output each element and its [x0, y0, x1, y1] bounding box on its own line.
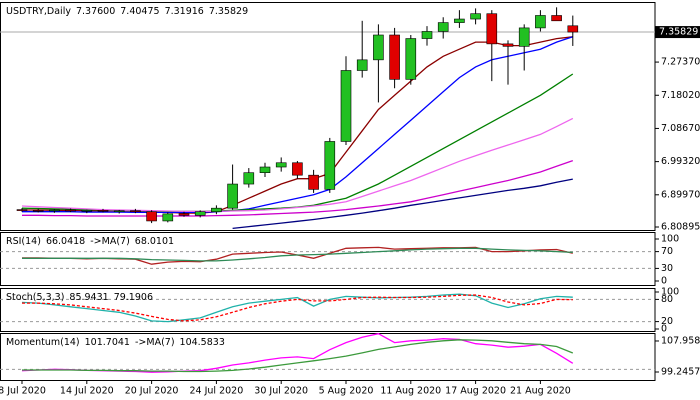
y-tick-label: 7.27370	[661, 57, 700, 68]
candle-body	[32, 210, 44, 212]
indicator-line	[232, 178, 573, 230]
y-tick-label: 6.99320	[661, 156, 700, 167]
header-item: 68.0101	[135, 236, 174, 247]
panel-header: Stoch(5,3,3) 85.9431 79.1906	[6, 292, 153, 303]
panel-frame	[0, 288, 656, 332]
candle-body	[405, 38, 417, 80]
candle-body	[437, 22, 449, 32]
candle-body	[518, 27, 530, 47]
candle-body	[551, 15, 562, 22]
last-price-label: 7.35829	[659, 27, 698, 38]
y-tick-label: 100	[661, 234, 679, 245]
indicator-line	[22, 294, 573, 322]
candle-body	[486, 13, 498, 45]
x-tick-label: 17 Aug 2020	[445, 386, 506, 397]
x-tick-label: 21 Aug 2020	[510, 386, 571, 397]
indicator-line	[21, 117, 574, 213]
x-tick-label: 5 Aug 2020	[319, 386, 374, 397]
header-item: 85.9431	[69, 292, 108, 303]
header-item: 7.40475	[120, 6, 159, 17]
candle-body	[243, 172, 255, 185]
header-item: ->MA(7)	[90, 236, 130, 247]
candle-body	[113, 210, 125, 212]
header-item: 7.35829	[209, 6, 248, 17]
panel-header: RSI(14) 66.0418 ->MA(7) 68.0101	[6, 236, 174, 247]
x-tick-label: 30 Jul 2020	[254, 386, 308, 397]
candle-body	[535, 15, 546, 29]
candle-body	[470, 13, 481, 20]
y-tick-label: 6.89970	[661, 189, 700, 200]
candle-body	[502, 43, 514, 47]
last-price-box	[655, 26, 700, 39]
header-item: Momentum(14)	[6, 337, 80, 348]
candle-body	[211, 207, 222, 213]
x-tick-label: 14 Jul 2020	[60, 386, 114, 397]
candle-body	[373, 34, 384, 61]
x-tick-label: 8 Jul 2020	[0, 386, 46, 397]
header-item: 7.37600	[76, 6, 115, 17]
indicator-line	[22, 339, 574, 373]
header-item: 7.31916	[165, 6, 204, 17]
x-tick-label: 11 Aug 2020	[380, 386, 441, 397]
candle-body	[567, 25, 579, 33]
candle-body	[227, 183, 238, 209]
y-tick-label: 30	[661, 263, 673, 274]
header-item: Stoch(5,3,3)	[6, 292, 64, 303]
y-tick-label: 80	[661, 294, 673, 305]
indicator-line	[22, 159, 574, 217]
candle-body	[146, 211, 157, 222]
header-item: RSI(14)	[6, 236, 41, 247]
y-tick-label: 6.80895	[661, 222, 700, 233]
candle-body	[292, 162, 303, 176]
candle-body	[308, 174, 319, 190]
panel-frame	[0, 333, 656, 381]
panel-frame	[0, 2, 656, 231]
y-tick-label: 7.08670	[661, 123, 700, 134]
candle-body	[16, 209, 28, 211]
candle-body	[356, 59, 368, 71]
header-item: 101.7041	[85, 337, 130, 348]
panel-header: USDTRY,Daily 7.37600 7.40475 7.31916 7.35829	[6, 6, 248, 17]
candle-body	[178, 213, 190, 216]
indicator-line	[22, 36, 573, 214]
header-item: USDTRY,Daily	[6, 6, 71, 17]
x-tick-label: 20 Jul 2020	[125, 386, 179, 397]
indicator-line	[22, 36, 574, 214]
candle-body	[421, 31, 433, 39]
candle-body	[65, 209, 76, 212]
header-item: 66.0418	[46, 236, 85, 247]
y-tick-label: 7.18020	[661, 90, 700, 101]
candle-body	[259, 166, 271, 173]
y-tick-label: 20	[661, 316, 673, 327]
panel-header: Momentum(14) 101.7041 ->MA(7) 104.5833	[6, 337, 225, 348]
candle-body	[454, 18, 465, 23]
header-item: 104.5833	[180, 337, 225, 348]
y-tick-label: 100	[661, 286, 679, 297]
candle-body	[340, 70, 352, 142]
candle-body	[162, 213, 174, 222]
candle-body	[130, 210, 141, 213]
candle-body	[81, 210, 93, 212]
candle-body	[389, 34, 400, 80]
indicator-line	[22, 247, 573, 262]
y-tick-label: 0	[661, 324, 667, 335]
indicator-line	[21, 293, 573, 323]
panel-frame	[0, 232, 656, 286]
indicator-line	[22, 246, 573, 265]
y-tick-label: 99.2457	[661, 367, 700, 378]
candle-body	[49, 209, 60, 212]
candle-body	[275, 162, 287, 168]
indicator-line	[21, 73, 574, 213]
header-item: 79.1906	[114, 292, 153, 303]
y-tick-label: 107.9583	[661, 335, 700, 346]
header-item: ->MA(7)	[135, 337, 175, 348]
y-tick-label: 70	[661, 246, 673, 257]
candle-body	[324, 141, 336, 190]
candle-body	[194, 211, 206, 216]
y-tick-label: 0	[661, 276, 667, 287]
candle-body	[97, 210, 109, 212]
x-tick-label: 24 Jul 2020	[190, 386, 244, 397]
